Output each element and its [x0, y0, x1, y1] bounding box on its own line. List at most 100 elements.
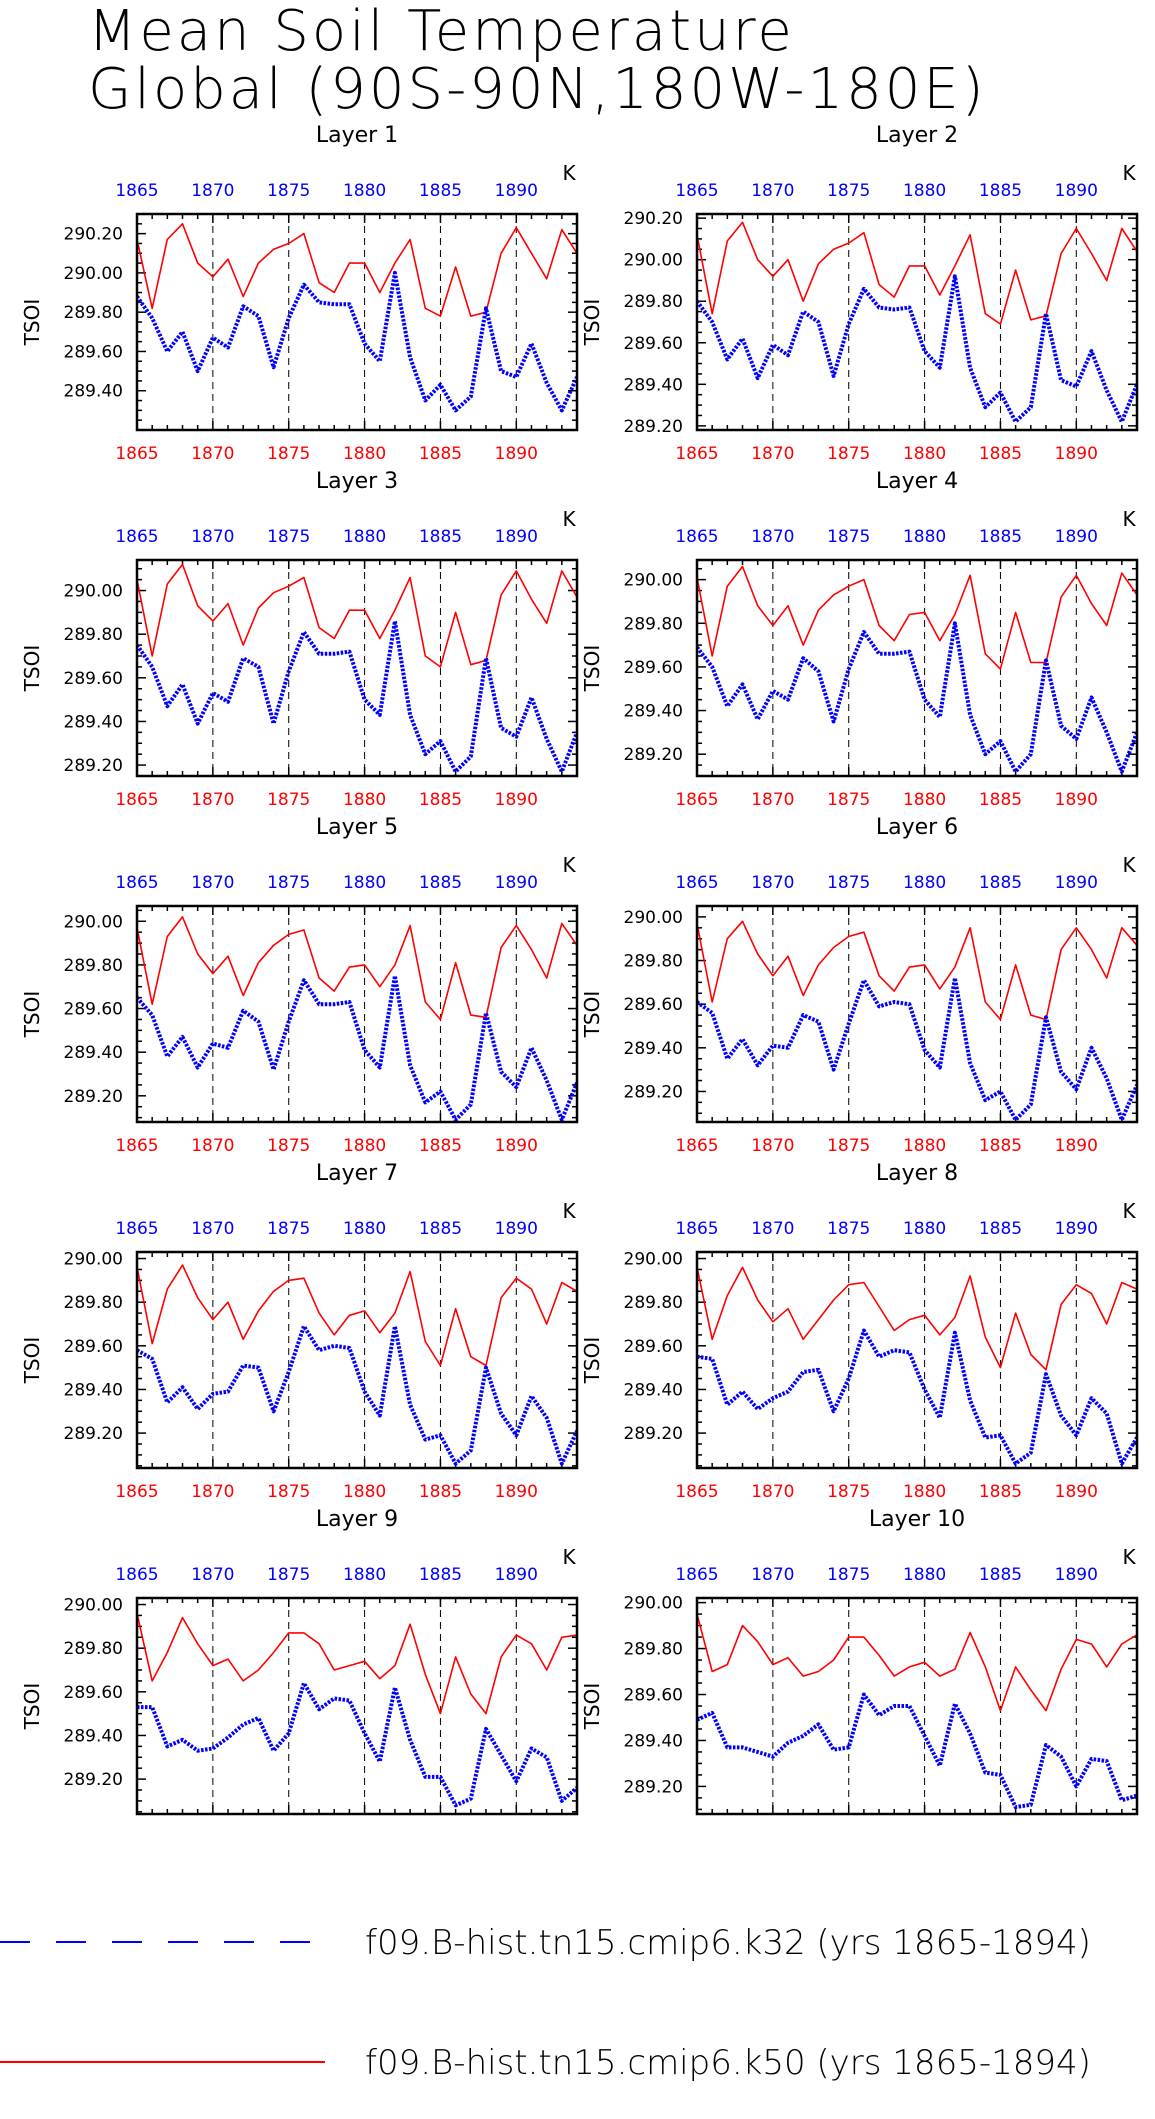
x-tick-label-top: 1865: [115, 181, 158, 201]
x-tick-label-top: 1870: [191, 181, 234, 201]
x-tick-label-bottom: 1890: [495, 790, 538, 810]
series-line-k32: [697, 621, 1137, 774]
x-tick-label-top: 1870: [191, 1219, 234, 1239]
y-tick-label: 290.00: [624, 1594, 683, 1614]
plot-frame: [135, 904, 579, 1124]
y-tick-label: 289.60: [64, 1337, 123, 1357]
y-tick-label: 289.20: [624, 745, 683, 765]
panel-title: Layer 8: [876, 1161, 958, 1186]
y-tick-label: 289.60: [624, 1337, 683, 1357]
x-tick-label-bottom: 1880: [903, 1136, 946, 1156]
x-tick-label-bottom: 1865: [675, 1482, 718, 1502]
x-tick-label-top: 1870: [751, 1219, 794, 1239]
y-tick-label: 289.60: [624, 995, 683, 1015]
x-tick-label-bottom: 1890: [1055, 1482, 1098, 1502]
x-tick-label-bottom: 1865: [675, 444, 718, 464]
panel-3: Layer 3 K TSOI 289.20 289.40 289.60 289.80 290.…: [20, 469, 579, 810]
legend-label-2: f09.B-hist.tn15.cmip6.k50 (yrs 1865-1894…: [365, 2043, 1091, 2083]
series-line-k50: [137, 1264, 577, 1367]
x-tick-label-top: 1875: [267, 873, 310, 893]
x-tick-label-top: 1880: [903, 181, 946, 201]
x-tick-label-bottom: 1885: [979, 790, 1022, 810]
plot-frame: [695, 1250, 1139, 1470]
x-tick-label-bottom: 1885: [419, 1136, 462, 1156]
x-tick-label-top: 1885: [979, 1565, 1022, 1585]
x-tick-label-bottom: 1875: [267, 1136, 310, 1156]
unit-label: K: [1122, 853, 1136, 877]
x-tick-label-bottom: 1890: [495, 1136, 538, 1156]
x-tick-label-top: 1890: [1055, 1565, 1098, 1585]
x-tick-label-top: 1890: [1055, 527, 1098, 547]
x-tick-label-bottom: 1870: [751, 1828, 794, 1830]
plot-frame: [695, 558, 1139, 778]
y-tick-label: 289.20: [64, 1770, 123, 1790]
y-tick-label: 289.40: [64, 1043, 123, 1063]
y-tick-label: 290.00: [64, 1250, 123, 1270]
x-tick-label-bottom: 1890: [495, 444, 538, 464]
plot-frame: [135, 558, 579, 778]
y-axis-label: TSOI: [580, 645, 604, 693]
x-tick-label-top: 1890: [1055, 1219, 1098, 1239]
x-tick-label-bottom: 1880: [343, 1828, 386, 1830]
panel-2: Layer 2 K TSOI 289.20 289.40 289.60 289.80 290.…: [580, 123, 1139, 464]
x-tick-label-bottom: 1875: [267, 1482, 310, 1502]
y-tick-label: 289.80: [624, 1293, 683, 1313]
x-tick-label-bottom: 1885: [979, 444, 1022, 464]
x-tick-label-bottom: 1875: [827, 1828, 870, 1830]
y-tick-label: 289.40: [64, 712, 123, 732]
y-tick-label: 289.40: [624, 1380, 683, 1400]
x-tick-label-bottom: 1875: [267, 790, 310, 810]
x-tick-label-bottom: 1890: [1055, 1828, 1098, 1830]
x-tick-label-top: 1880: [903, 873, 946, 893]
x-tick-label-top: 1890: [1055, 181, 1098, 201]
x-tick-label-bottom: 1875: [827, 1482, 870, 1502]
y-tick-label: 290.00: [624, 908, 683, 928]
y-tick-label: 289.60: [64, 669, 123, 689]
x-tick-label-top: 1870: [751, 527, 794, 547]
plot-frame: [135, 1250, 579, 1470]
y-tick-label: 289.60: [624, 658, 683, 678]
x-tick-label-top: 1875: [827, 527, 870, 547]
series-line-k32: [137, 973, 577, 1122]
x-tick-label-top: 1885: [979, 873, 1022, 893]
panel-title: Layer 5: [316, 815, 398, 840]
x-tick-label-bottom: 1875: [827, 444, 870, 464]
series-line-k32: [137, 1681, 577, 1808]
x-tick-label-top: 1885: [419, 527, 462, 547]
y-tick-label: 289.40: [64, 1380, 123, 1400]
y-tick-label: 290.20: [624, 209, 683, 229]
chart-title-line-2: Global (90S-90N,180W-180E): [88, 57, 987, 122]
y-tick-label: 289.80: [624, 614, 683, 634]
y-tick-label: 290.00: [64, 1596, 123, 1616]
x-tick-label-top: 1865: [115, 527, 158, 547]
y-tick-label: 289.80: [624, 952, 683, 972]
y-tick-label: 289.20: [64, 756, 123, 776]
x-tick-label-bottom: 1865: [115, 444, 158, 464]
x-tick-label-bottom: 1865: [675, 1828, 718, 1830]
x-tick-label-bottom: 1885: [419, 1482, 462, 1502]
y-tick-label: 289.20: [624, 1777, 683, 1797]
x-tick-label-bottom: 1880: [343, 1482, 386, 1502]
x-tick-label-top: 1865: [115, 873, 158, 893]
x-tick-label-top: 1885: [979, 1219, 1022, 1239]
x-tick-label-bottom: 1885: [419, 444, 462, 464]
y-tick-label: 289.80: [64, 956, 123, 976]
x-tick-label-bottom: 1865: [115, 1828, 158, 1830]
x-tick-label-bottom: 1870: [751, 444, 794, 464]
panel-title: Layer 9: [316, 1507, 398, 1532]
x-tick-label-bottom: 1885: [979, 1136, 1022, 1156]
y-axis-label: TSOI: [20, 299, 44, 347]
x-tick-label-bottom: 1870: [751, 1136, 794, 1156]
panel-6: Layer 6 K TSOI 289.20 289.40 289.60 289.80 290.…: [580, 815, 1139, 1156]
series-line-k32: [697, 976, 1137, 1122]
panel-7: Layer 7 K TSOI 289.20 289.40 289.60 289.80 290.…: [20, 1161, 579, 1502]
y-tick-label: 290.00: [624, 571, 683, 591]
x-tick-label-bottom: 1875: [267, 1828, 310, 1830]
series-line-k50: [697, 920, 1137, 1021]
x-tick-label-bottom: 1885: [419, 1828, 462, 1830]
x-tick-label-top: 1890: [495, 1565, 538, 1585]
y-tick-label: 289.40: [624, 702, 683, 722]
legend: f09.B-hist.tn15.cmip6.k32 (yrs 1865-1894…: [0, 1923, 1091, 2083]
series-line-k50: [137, 916, 577, 1021]
x-tick-label-top: 1885: [979, 181, 1022, 201]
